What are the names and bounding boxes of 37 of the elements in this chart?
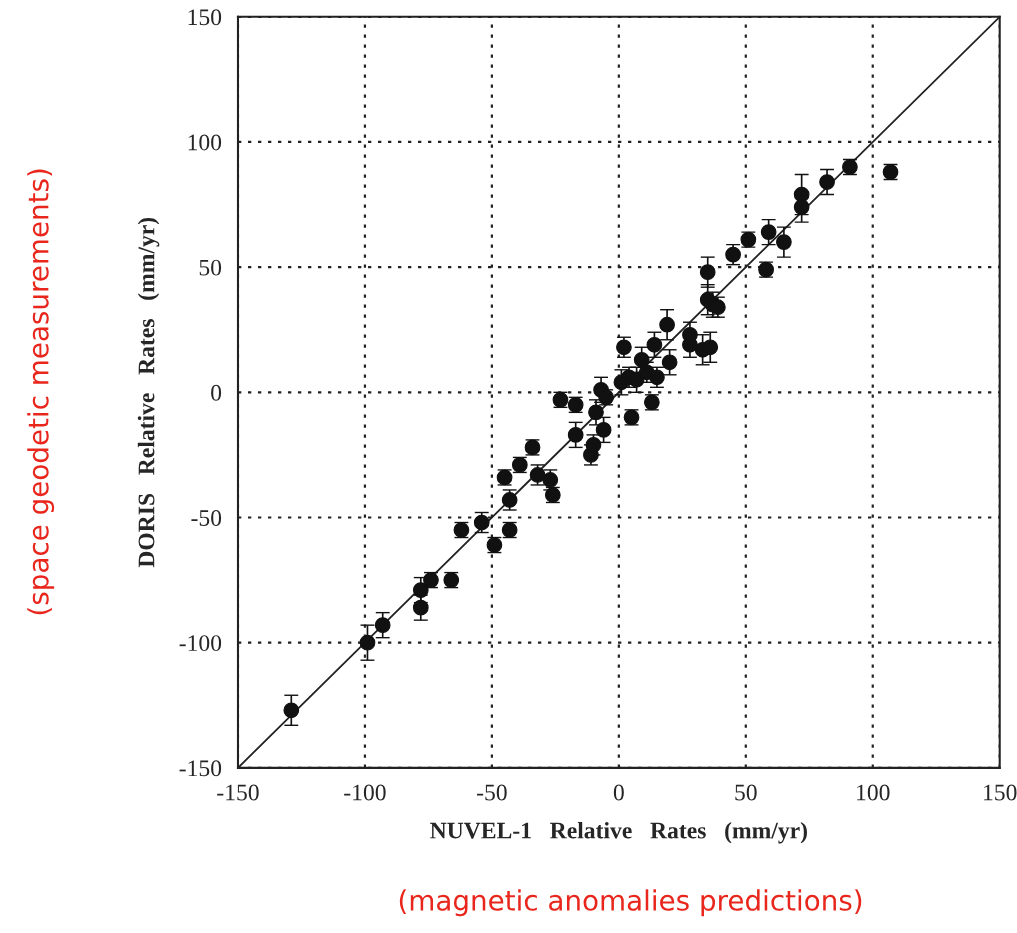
point bbox=[588, 404, 604, 421]
point bbox=[699, 264, 716, 281]
x-tick-label: 100 bbox=[857, 784, 890, 801]
y-tick-label: -150 bbox=[179, 760, 222, 777]
point bbox=[567, 427, 584, 443]
point bbox=[819, 174, 835, 190]
x-tick-label: 50 bbox=[735, 784, 757, 801]
x-tick-label: -100 bbox=[344, 784, 386, 801]
x-tick-label: 150 bbox=[984, 784, 1017, 801]
text: (magnetic anomalies predictions) bbox=[399, 889, 862, 917]
point bbox=[661, 354, 678, 371]
x-axis-title: NUVEL-1 Relative Rates (mm/yr) bbox=[430, 821, 807, 844]
y-tick-label: 150 bbox=[188, 9, 222, 26]
point bbox=[359, 634, 376, 651]
point bbox=[646, 336, 663, 353]
point bbox=[760, 224, 777, 240]
text: (space geodetic measurements) bbox=[27, 169, 55, 615]
point bbox=[595, 422, 612, 438]
point bbox=[283, 702, 300, 719]
point bbox=[633, 351, 650, 368]
point bbox=[702, 339, 719, 356]
y-tick-label: 100 bbox=[188, 134, 222, 151]
point bbox=[776, 234, 792, 250]
x-tick-label: 0 bbox=[613, 784, 624, 801]
point bbox=[412, 599, 429, 616]
y-tick-label: -50 bbox=[191, 509, 222, 526]
x-tick-label: -150 bbox=[217, 784, 259, 801]
point bbox=[793, 186, 810, 203]
point bbox=[659, 316, 675, 333]
y-tick-label: -100 bbox=[179, 635, 222, 652]
y-tick-label: 50 bbox=[199, 259, 222, 276]
point bbox=[374, 617, 391, 634]
y-axis-title: DORIS Relative Rates (mm/yr) bbox=[137, 217, 160, 568]
y-tick-label: 0 bbox=[211, 384, 222, 401]
point bbox=[793, 199, 810, 215]
x-tick-label: -50 bbox=[477, 784, 507, 801]
point bbox=[412, 582, 429, 598]
